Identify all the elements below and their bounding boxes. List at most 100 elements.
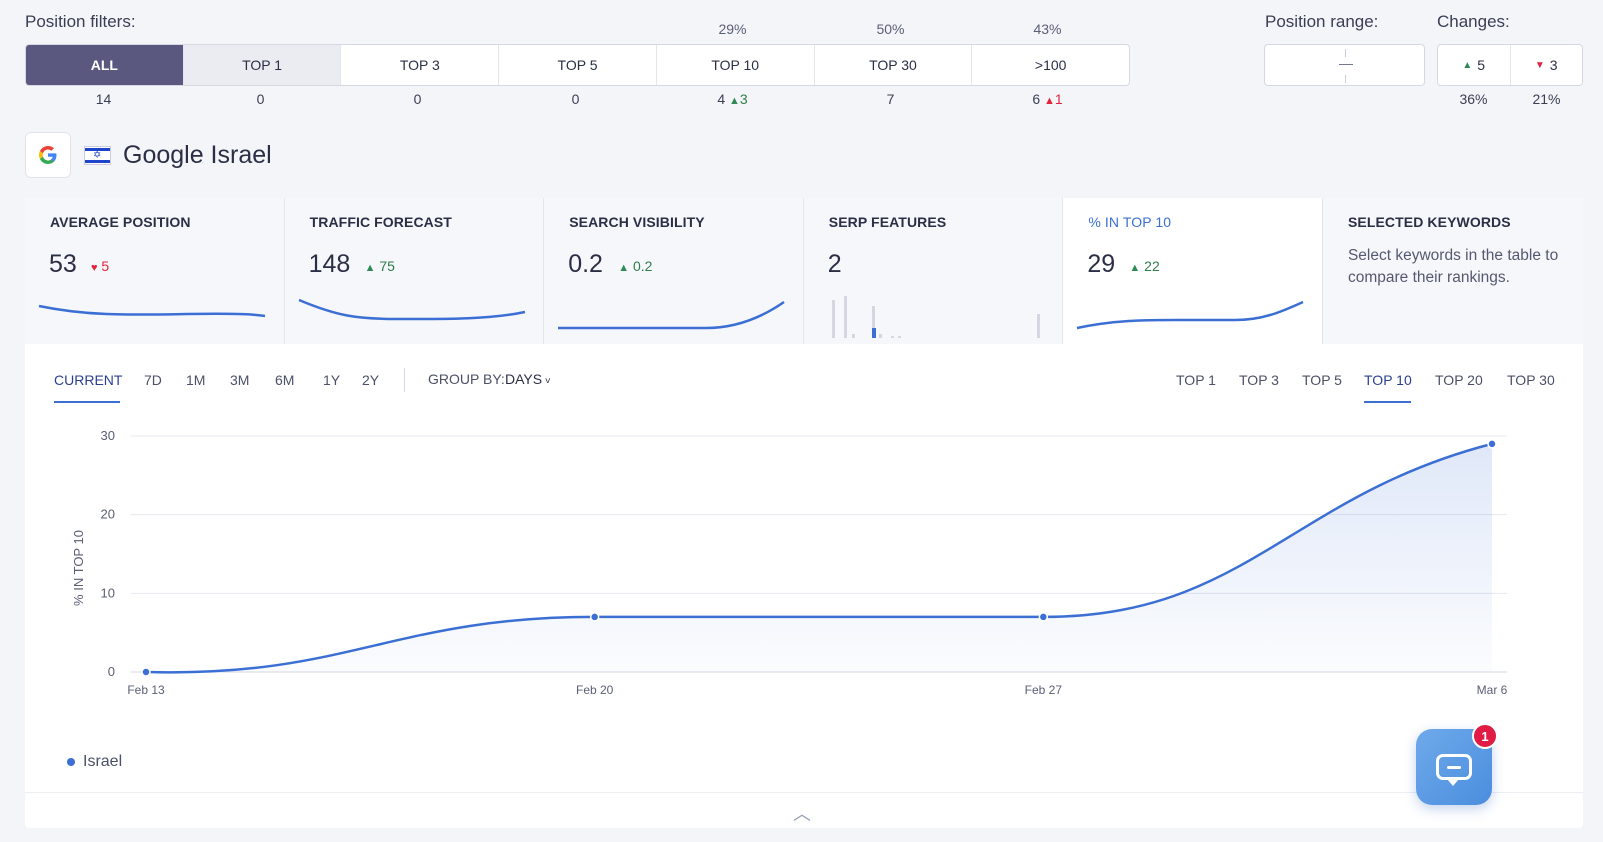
- filter-all-button[interactable]: ALL: [26, 45, 184, 85]
- period-tab-1y[interactable]: 1Y: [323, 372, 341, 388]
- metric-delta: ♥ 5: [91, 258, 110, 274]
- legend-marker: [67, 758, 75, 766]
- top-tab-top1[interactable]: TOP 1: [1176, 372, 1216, 388]
- filter-pct-top10: 29%: [718, 21, 747, 37]
- metric-title: AVERAGE POSITION: [50, 214, 191, 230]
- filter-top3-button[interactable]: TOP 3: [341, 45, 500, 85]
- filter-top10-button[interactable]: TOP 10: [657, 45, 815, 85]
- period-tab-7d[interactable]: 7D: [144, 372, 162, 388]
- filter-count-top5: 0: [571, 91, 580, 107]
- y-tick-label: 20: [101, 507, 115, 522]
- y-axis-label: % IN TOP 10: [71, 530, 86, 606]
- range-divider: [1345, 75, 1346, 83]
- metric-card-search-visibility[interactable]: SEARCH VISIBILITY 0.2 ▲ 0.2: [544, 198, 804, 344]
- top-tab-top30[interactable]: TOP 30: [1507, 372, 1555, 388]
- filter-over100-button[interactable]: >100: [1034, 57, 1067, 73]
- data-point-feb-20: [589, 612, 600, 622]
- legend-label-israel: Israel: [83, 753, 123, 770]
- x-tick-label: Feb 27: [1025, 683, 1063, 697]
- data-point-feb-13: [141, 667, 151, 677]
- changes-filter: ▲ 5 ▼ 3: [1437, 44, 1583, 86]
- series-line-israel: [145, 442, 1493, 674]
- position-range-label: Position range:: [1265, 12, 1379, 31]
- filter-count-top10: 4 ▲3: [717, 91, 748, 107]
- pct-in-top10-chart: 0 10 20 30 Feb 13 Feb 20 Feb 27 Mar 6 % IN TOP …: [71, 428, 1508, 697]
- filter-top5-button[interactable]: TOP 5: [499, 45, 657, 85]
- metric-cards: AVERAGE POSITION 53 ♥ 5 TRAFFIC FORECAST…: [25, 198, 1583, 344]
- filter-count-top30: 7: [886, 91, 895, 107]
- group-by-select[interactable]: DAYS ˅: [505, 371, 551, 387]
- chat-bubble-icon: [1436, 754, 1472, 786]
- top-tab-top10[interactable]: TOP 10: [1364, 372, 1412, 388]
- changes-up-button[interactable]: ▲ 5: [1438, 45, 1511, 85]
- pct-in-top10-sparkline: [1077, 300, 1304, 330]
- filter-count-all: 14: [95, 91, 112, 107]
- data-point-mar-6: [1487, 439, 1497, 449]
- search-visibility-sparkline: [558, 300, 785, 330]
- search-engine-title: Google Israel: [123, 141, 272, 169]
- chevron-down-icon: ˅: [542, 376, 551, 387]
- position-range-input[interactable]: —: [1264, 44, 1425, 86]
- metric-value: 2: [827, 250, 842, 278]
- metric-value: 29: [1087, 250, 1116, 278]
- metric-title: SEARCH VISIBILITY: [569, 214, 705, 230]
- changes-label: Changes:: [1437, 12, 1510, 31]
- period-tab-1m[interactable]: 1M: [186, 372, 206, 388]
- top-tab-top20[interactable]: TOP 20: [1435, 372, 1483, 388]
- metric-title: TRAFFIC FORECAST: [309, 214, 452, 230]
- position-filters-label: Position filters:: [25, 12, 136, 31]
- period-tab-6m[interactable]: 6M: [275, 372, 295, 388]
- metric-card-selected-keywords: SELECTED KEYWORDS Select keywords in the…: [1322, 198, 1583, 344]
- period-tab-2y[interactable]: 2Y: [362, 372, 380, 388]
- data-point-feb-27: [1038, 612, 1049, 622]
- metric-card-serp-features[interactable]: SERP FEATURES 2: [803, 198, 1064, 344]
- filter-pct-over100: 43%: [1033, 21, 1062, 37]
- metric-delta: ▲ 75: [364, 258, 395, 274]
- google-logo-icon: [25, 132, 71, 178]
- range-value: —: [1339, 55, 1353, 71]
- period-tab-current[interactable]: CURRENT: [54, 372, 123, 388]
- panel-footer-divider: [25, 792, 1583, 793]
- metric-title: SERP FEATURES: [828, 214, 947, 230]
- metric-card-pct-in-top10[interactable]: % IN TOP 10 29 ▲ 22: [1063, 198, 1323, 344]
- metric-value: 53: [49, 250, 77, 278]
- period-tab-3m[interactable]: 3M: [230, 372, 250, 388]
- arrow-down-icon: ♥: [91, 262, 98, 274]
- filter-pct-top30: 50%: [876, 21, 905, 37]
- changes-down-button[interactable]: ▼ 3: [1534, 57, 1558, 73]
- metric-title: % IN TOP 10: [1088, 214, 1172, 230]
- arrow-up-icon: ▲: [1129, 262, 1141, 274]
- top-tab-top5[interactable]: TOP 5: [1302, 372, 1342, 388]
- y-tick-label: 10: [101, 585, 115, 600]
- chevron-up-icon[interactable]: ︿: [793, 804, 811, 824]
- arrow-down-icon: ▲: [1044, 95, 1055, 107]
- metric-card-average-position[interactable]: AVERAGE POSITION 53 ♥ 5: [25, 198, 285, 344]
- metric-delta: ▲ 22: [1129, 258, 1160, 274]
- metric-card-traffic-forecast[interactable]: TRAFFIC FORECAST 148 ▲ 75: [284, 198, 545, 344]
- arrow-up-icon: ▲: [1462, 59, 1473, 71]
- metric-delta: ▲ 0.2: [618, 258, 653, 274]
- range-divider: [1345, 49, 1346, 57]
- arrow-up-icon: ▲: [729, 95, 740, 107]
- position-filter-group: ALL TOP 1 TOP 3 TOP 5 TOP 10 TOP 30 >100: [25, 44, 1130, 86]
- filter-top1-button[interactable]: TOP 1: [183, 45, 342, 85]
- x-tick-label: Mar 6: [1477, 683, 1508, 697]
- metric-title: SELECTED KEYWORDS: [1347, 214, 1511, 230]
- filter-count-top3: 0: [413, 91, 422, 107]
- group-by-label: GROUP BY:: [428, 371, 505, 387]
- arrow-up-icon: ▲: [618, 262, 630, 274]
- israel-flag-icon: ✡: [84, 146, 111, 165]
- serp-features-bars: [831, 296, 1040, 338]
- period-active-underline: [54, 401, 120, 403]
- filter-top30-button[interactable]: TOP 30: [815, 45, 973, 85]
- chart-legend[interactable]: Israel: [67, 753, 122, 771]
- average-position-sparkline: [38, 304, 266, 318]
- metric-value: 0.2: [568, 250, 603, 278]
- changes-down-pct: 21%: [1532, 91, 1561, 107]
- top-tab-top3[interactable]: TOP 3: [1239, 372, 1279, 388]
- y-tick-label: 0: [108, 664, 115, 679]
- traffic-forecast-sparkline: [298, 298, 525, 321]
- selected-keywords-hint: Select keywords in the table to compare …: [1347, 247, 1559, 286]
- changes-up-pct: 36%: [1459, 91, 1488, 107]
- chat-notification-badge: 1: [1472, 723, 1498, 749]
